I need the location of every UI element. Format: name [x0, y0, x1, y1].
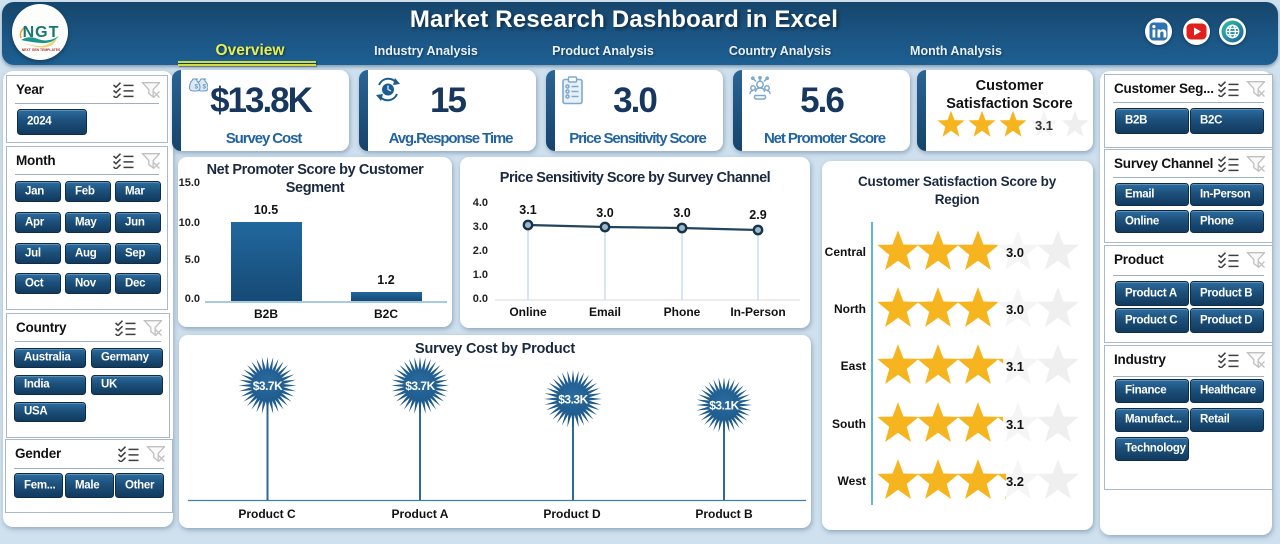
svg-text:3.0: 3.0 — [1006, 245, 1024, 260]
svg-text:NEXT GEN TEMPLATES: NEXT GEN TEMPLATES — [22, 48, 61, 52]
svg-text:$3.7K: $3.7K — [253, 379, 283, 393]
svg-text:$3.1K: $3.1K — [709, 399, 739, 413]
svg-text:$: $ — [195, 84, 199, 91]
svg-text:3.2: 3.2 — [1006, 474, 1024, 489]
svg-text:NGT: NGT — [23, 24, 60, 41]
svg-text:3.1: 3.1 — [1006, 417, 1024, 432]
svg-text:3.1: 3.1 — [1006, 359, 1024, 374]
svg-text:3.1: 3.1 — [1035, 118, 1053, 133]
svg-text:$3.3K: $3.3K — [558, 393, 588, 407]
svg-text:$3.7K: $3.7K — [405, 379, 435, 393]
svg-text:3.0: 3.0 — [1006, 302, 1024, 317]
svg-text:$: $ — [203, 84, 207, 91]
